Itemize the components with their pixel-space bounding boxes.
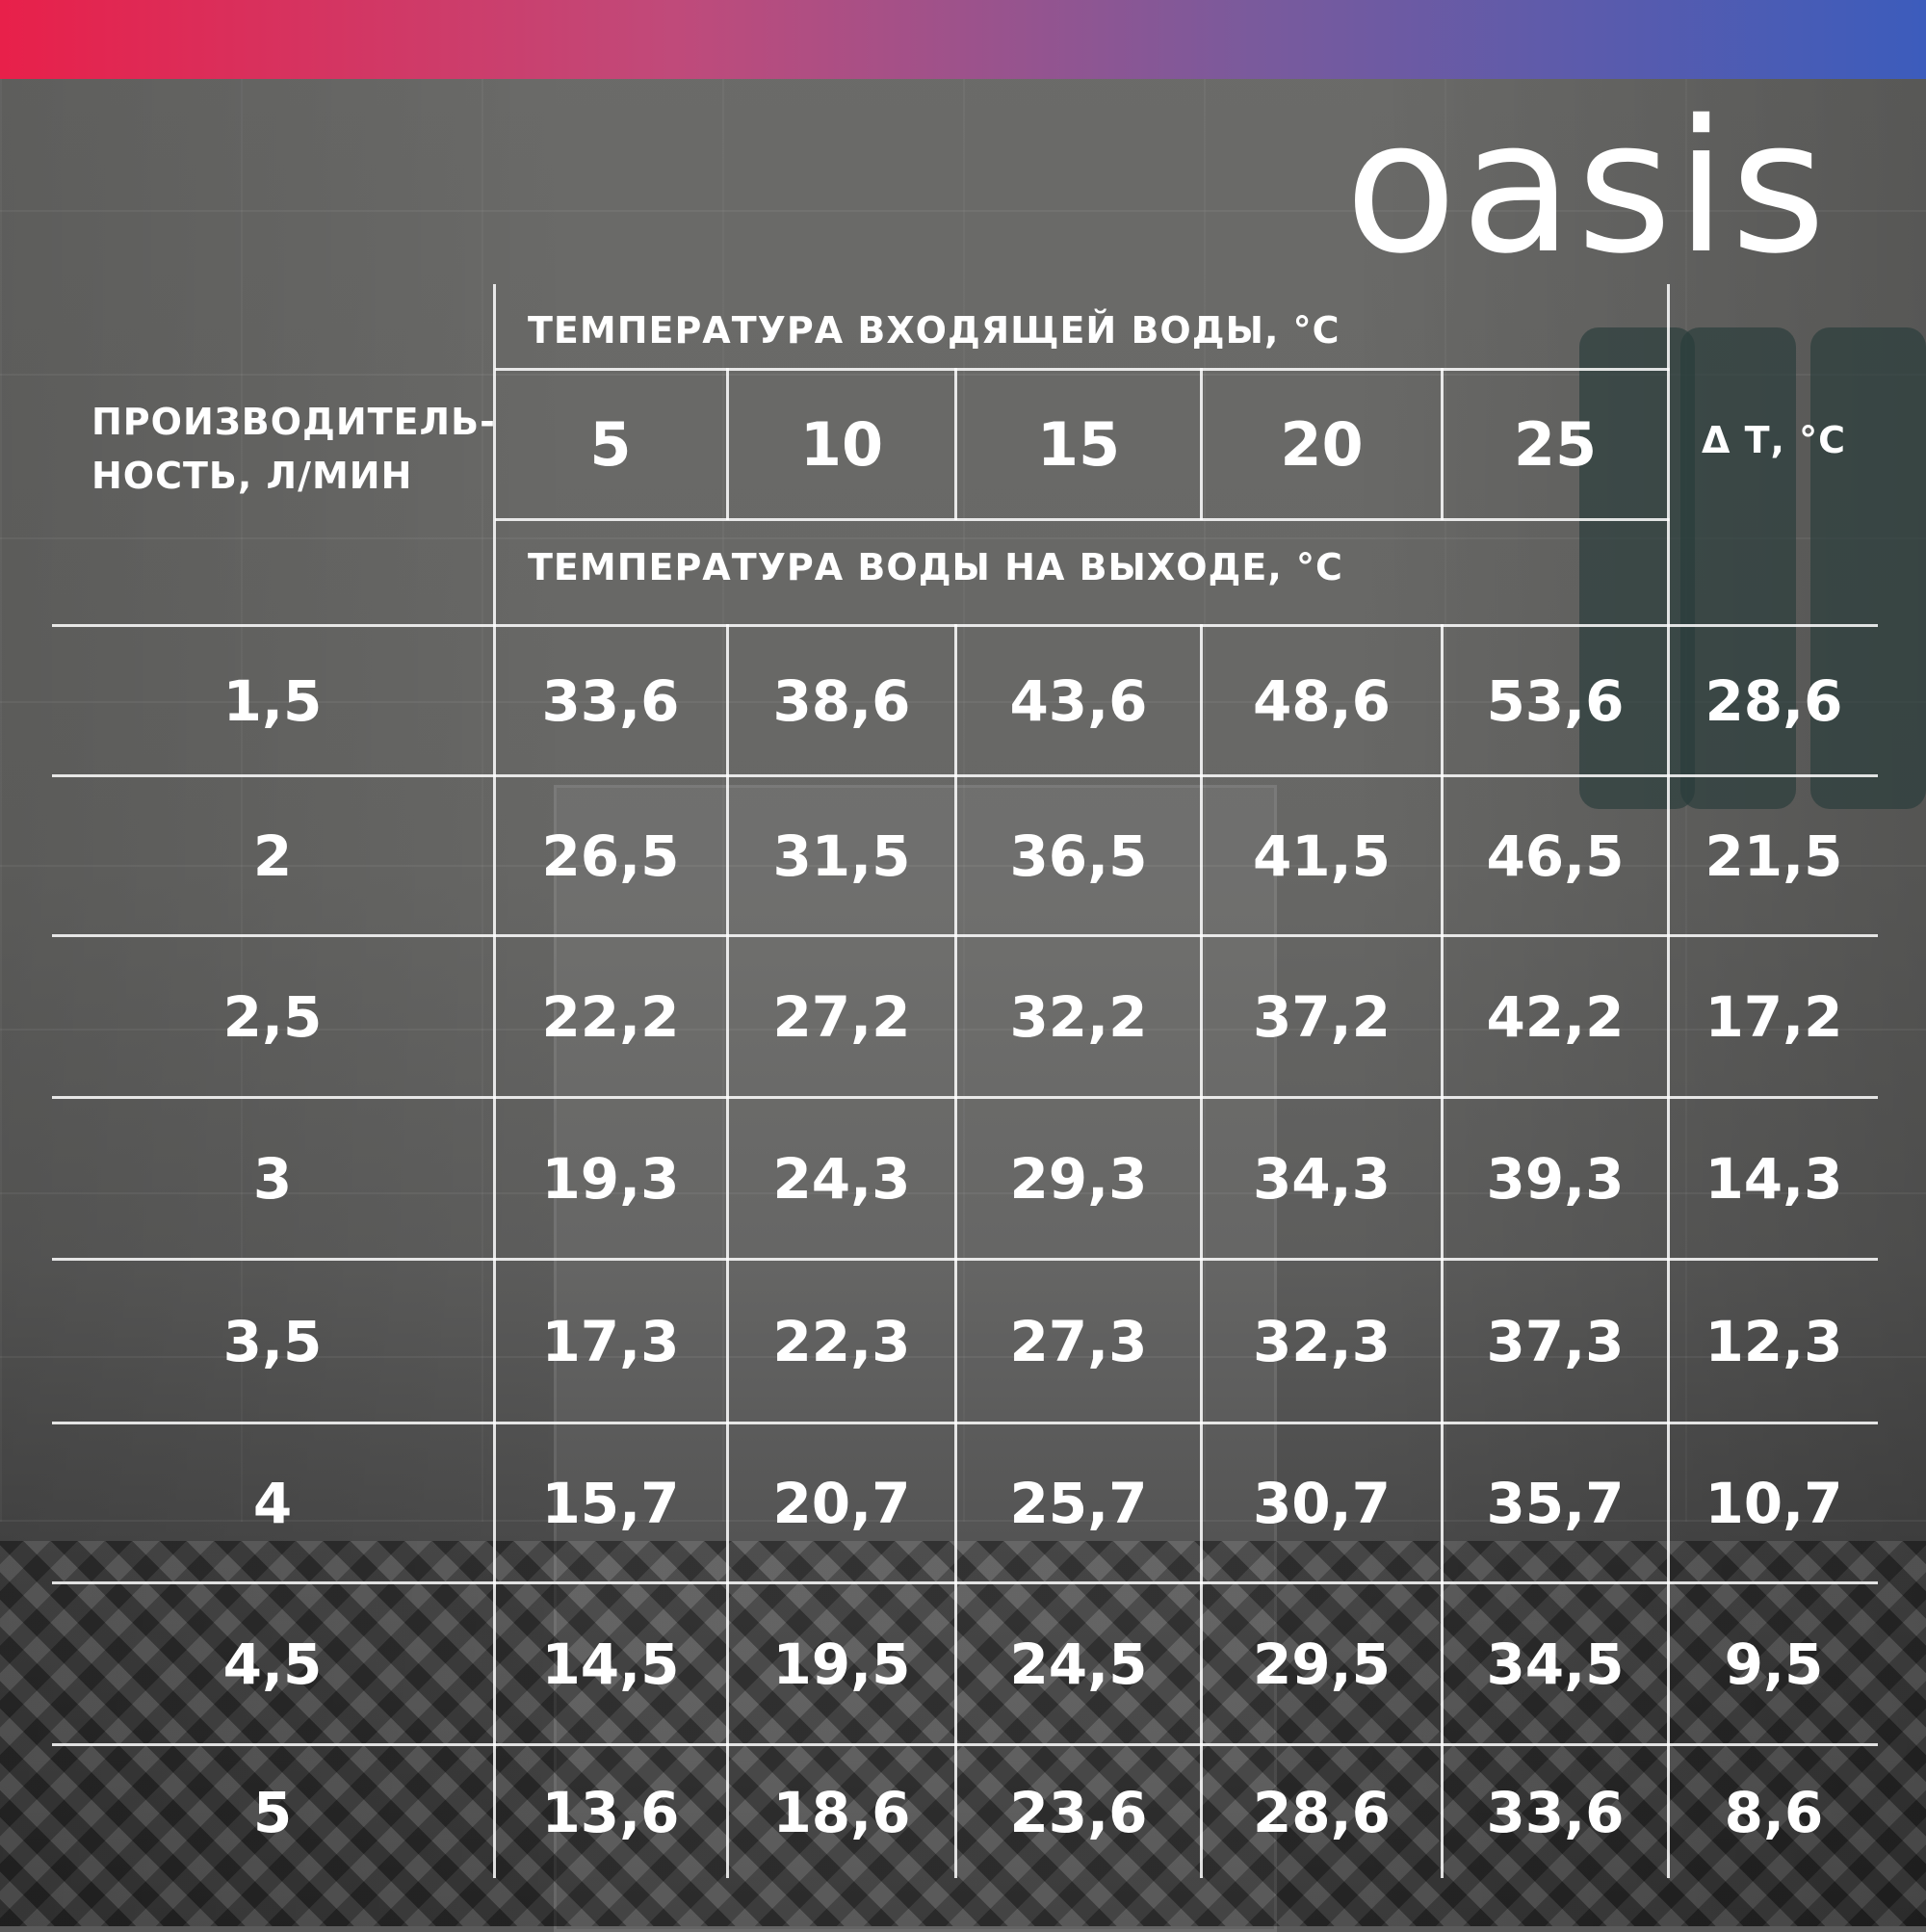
delta-temperature-cell: 17,2: [1705, 983, 1843, 1050]
flow-rate-cell: 1,5: [222, 667, 323, 734]
outlet-temperature-cell: 39,3: [1486, 1145, 1625, 1212]
gradient-top-bar: [0, 0, 1926, 79]
grid-line: [52, 1581, 1878, 1584]
grid-line: [1200, 368, 1203, 520]
outlet-temperature-cell: 14,5: [541, 1631, 680, 1697]
outlet-temperature-cell: 19,3: [541, 1145, 680, 1212]
outlet-temperature-header: ТЕМПЕРАТУРА ВОДЫ НА ВЫХОДЕ, °С: [528, 546, 1343, 588]
flow-rate-cell: 4: [252, 1470, 293, 1536]
performance-header-line1: ПРОИЗВОДИТЕЛЬ-: [91, 401, 496, 443]
outlet-temperature-cell: 33,6: [541, 667, 680, 734]
outlet-temperature-cell: 18,6: [772, 1779, 911, 1845]
grid-line: [52, 1743, 1878, 1746]
towel-right: [1810, 327, 1926, 809]
outlet-temperature-cell: 37,2: [1252, 983, 1392, 1050]
floor-tiles: [0, 1541, 1926, 1926]
outlet-temperature-cell: 34,5: [1486, 1631, 1625, 1697]
outlet-temperature-cell: 15,7: [541, 1470, 680, 1536]
flow-rate-cell: 2: [252, 822, 293, 889]
grid-line: [495, 368, 1670, 371]
outlet-temperature-cell: 37,3: [1486, 1308, 1625, 1374]
outlet-temperature-cell: 43,6: [1009, 667, 1148, 734]
inlet-temp-25: 25: [1513, 409, 1598, 480]
outlet-temperature-cell: 42,2: [1486, 983, 1625, 1050]
outlet-temperature-cell: 25,7: [1009, 1470, 1148, 1536]
flow-rate-cell: 3: [252, 1145, 293, 1212]
outlet-temperature-cell: 46,5: [1486, 822, 1625, 889]
outlet-temperature-cell: 20,7: [772, 1470, 911, 1536]
outlet-temperature-cell: 31,5: [772, 822, 911, 889]
delta-temperature-cell: 8,6: [1724, 1779, 1824, 1845]
performance-header: ПРОИЗВОДИТЕЛЬ- НОСТЬ, Л/МИН: [91, 395, 496, 503]
grid-line: [726, 368, 729, 520]
outlet-temperature-cell: 26,5: [541, 822, 680, 889]
outlet-temperature-cell: 22,3: [772, 1308, 911, 1374]
grid-line: [954, 624, 957, 1878]
grid-line: [52, 1422, 1878, 1424]
outlet-temperature-cell: 13,6: [541, 1779, 680, 1845]
inlet-temp-15: 15: [1036, 409, 1121, 480]
delta-temperature-cell: 9,5: [1724, 1631, 1824, 1697]
inlet-temperature-header: ТЕМПЕРАТУРА ВХОДЯЩЕЙ ВОДЫ, °С: [528, 309, 1340, 352]
towel-left: [1579, 327, 1695, 809]
outlet-temperature-cell: 24,5: [1009, 1631, 1148, 1697]
outlet-temperature-cell: 36,5: [1009, 822, 1148, 889]
outlet-temperature-cell: 28,6: [1252, 1779, 1392, 1845]
outlet-temperature-cell: 23,6: [1009, 1779, 1148, 1845]
outlet-temperature-cell: 34,3: [1252, 1145, 1392, 1212]
grid-line: [52, 934, 1878, 937]
grid-line: [52, 1096, 1878, 1099]
grid-line: [493, 284, 496, 1878]
flow-rate-cell: 5: [252, 1779, 293, 1845]
outlet-temperature-cell: 53,6: [1486, 667, 1625, 734]
flow-rate-cell: 4,5: [222, 1631, 323, 1697]
grid-line: [954, 368, 957, 520]
outlet-temperature-cell: 27,2: [772, 983, 911, 1050]
outlet-temperature-cell: 17,3: [541, 1308, 680, 1374]
grid-line: [52, 1258, 1878, 1261]
delta-temperature-cell: 14,3: [1705, 1145, 1843, 1212]
grid-line: [495, 518, 1670, 521]
flow-rate-cell: 2,5: [222, 983, 323, 1050]
outlet-temperature-cell: 30,7: [1252, 1470, 1392, 1536]
grid-line: [1200, 624, 1203, 1878]
delta-temperature-cell: 28,6: [1705, 667, 1843, 734]
outlet-temperature-cell: 29,5: [1252, 1631, 1392, 1697]
inlet-temp-10: 10: [799, 409, 884, 480]
vanity-cabinet: [554, 785, 1277, 1932]
outlet-temperature-cell: 32,2: [1009, 983, 1148, 1050]
outlet-temperature-cell: 41,5: [1252, 822, 1392, 889]
flow-rate-cell: 3,5: [222, 1308, 323, 1374]
outlet-temperature-cell: 48,6: [1252, 667, 1392, 734]
outlet-temperature-cell: 24,3: [772, 1145, 911, 1212]
delta-temperature-cell: 10,7: [1705, 1470, 1843, 1536]
outlet-temperature-cell: 35,7: [1486, 1470, 1625, 1536]
inlet-temp-20: 20: [1280, 409, 1364, 480]
towel-middle: [1680, 327, 1796, 809]
grid-line: [52, 774, 1878, 777]
brand-logo: oasis: [1344, 81, 1830, 294]
grid-line: [1667, 284, 1670, 1878]
grid-line: [726, 624, 729, 1878]
outlet-temperature-cell: 33,6: [1486, 1779, 1625, 1845]
outlet-temperature-cell: 38,6: [772, 667, 911, 734]
grid-line: [1441, 624, 1444, 1878]
delta-temperature-cell: 12,3: [1705, 1308, 1843, 1374]
outlet-temperature-cell: 29,3: [1009, 1145, 1148, 1212]
outlet-temperature-cell: 32,3: [1252, 1308, 1392, 1374]
performance-header-line2: НОСТЬ, Л/МИН: [91, 455, 413, 497]
delta-temperature-header: Δ Т, °С: [1701, 419, 1847, 461]
outlet-temperature-cell: 19,5: [772, 1631, 911, 1697]
delta-temperature-cell: 21,5: [1705, 822, 1843, 889]
grid-line: [1441, 368, 1444, 520]
inlet-temp-5: 5: [589, 409, 632, 480]
grid-line: [52, 624, 1878, 627]
outlet-temperature-cell: 27,3: [1009, 1308, 1148, 1374]
outlet-temperature-cell: 22,2: [541, 983, 680, 1050]
